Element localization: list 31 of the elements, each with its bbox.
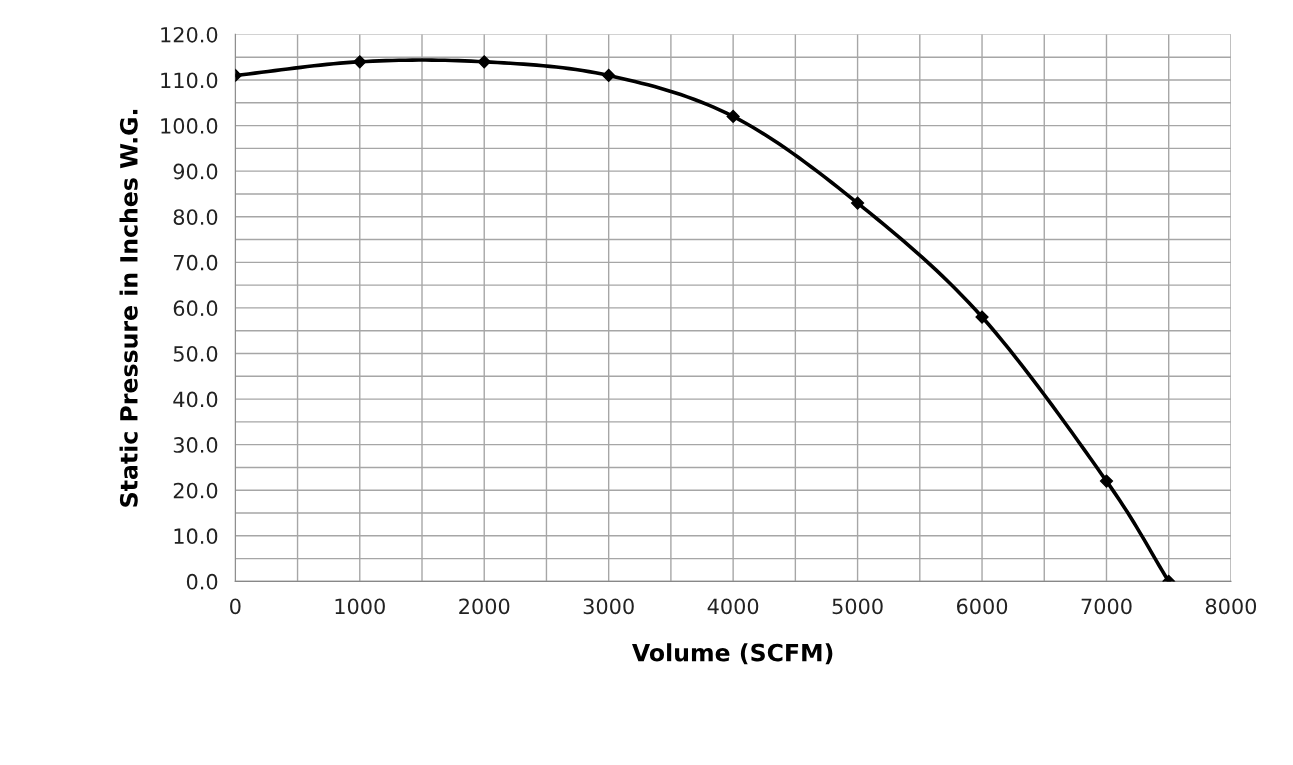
y-tick-label: 50.0 <box>173 345 218 362</box>
x-tick-label: 3000 <box>583 598 634 615</box>
point <box>602 68 616 83</box>
y-tick-label: 90.0 <box>173 163 218 180</box>
x-tick-label: 6000 <box>956 598 1008 615</box>
point <box>726 109 740 124</box>
x-axis-title: Volume (SCFM) <box>632 643 833 665</box>
x-tick-label: 5000 <box>832 598 883 615</box>
y-tick-label: 40.0 <box>173 391 218 408</box>
y-tick-label: 20.0 <box>173 482 218 499</box>
point <box>975 310 989 324</box>
x-tick-label: 8000 <box>1205 598 1257 615</box>
x-tick-label: 4000 <box>707 598 759 615</box>
y-tick-label: 30.0 <box>173 437 218 453</box>
y-tick-label: 10.0 <box>174 528 218 545</box>
y-tick-label: 0.0 <box>186 573 218 590</box>
y-tick-label: 100.0 <box>161 118 218 134</box>
y-tick-label: 60.0 <box>173 300 218 317</box>
y-tick-label: 110.0 <box>161 72 218 89</box>
point <box>477 55 491 69</box>
y-tick-label: 70.0 <box>173 254 218 271</box>
x-tick-label: 2000 <box>459 598 510 615</box>
y-axis-title: Static Pressure in Inches W.G. <box>119 109 138 507</box>
point <box>1099 474 1114 488</box>
y-tick-label: 120.0 <box>161 26 218 43</box>
x-tick-label: 1000 <box>335 598 385 615</box>
x-tick-label: 0 <box>230 598 241 615</box>
point <box>353 55 367 69</box>
y-tick-label: 80.0 <box>173 209 218 225</box>
point <box>850 196 865 210</box>
x-tick-label: 7000 <box>1081 598 1132 615</box>
